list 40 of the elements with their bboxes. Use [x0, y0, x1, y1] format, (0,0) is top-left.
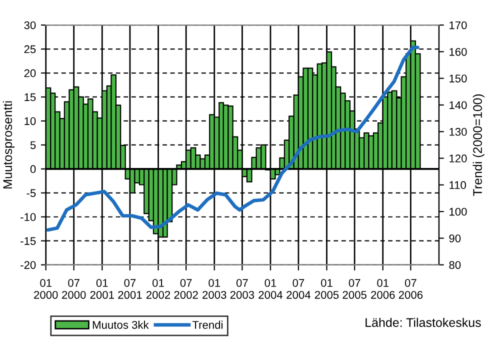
y-tick-label: 0: [30, 165, 36, 174]
y2-tick-label: 170: [450, 21, 467, 30]
y-axis-title: Muutosprosentti: [2, 101, 15, 188]
y-tick-label: 15: [24, 93, 36, 102]
x-tick-label: 07 2003: [230, 279, 254, 299]
x-tick-label: 07 2005: [342, 279, 366, 299]
y2-tick-label: 150: [450, 74, 467, 82]
x-tick-label: 07 2001: [118, 279, 142, 299]
y2-tick-label: 130: [450, 128, 467, 136]
text: Lähde: Tilastokeskus: [366, 318, 481, 327]
y-tick-label: -10: [20, 213, 36, 222]
y-tick-label: 5: [30, 141, 36, 150]
y2-tick-label: 90: [449, 234, 461, 242]
y-tick-label: -20: [20, 261, 36, 269]
y-tick-label: 25: [24, 45, 36, 54]
legend-label: Muutos 3kk: [92, 320, 149, 329]
y2-tick-label: 140: [450, 101, 467, 110]
legend-label: Trendi: [192, 320, 222, 329]
y-tick-label: 20: [24, 69, 36, 78]
y-tick-label: 10: [24, 117, 36, 126]
x-tick-label: 07 2002: [174, 279, 198, 299]
y2-tick-label: 110: [450, 181, 466, 190]
x-tick-label: 01 2000: [34, 279, 58, 299]
y2-axis-title: Trendi (2000=100): [472, 94, 484, 196]
x-tick-label: 01 2001: [90, 279, 114, 299]
y2-tick-label: 120: [450, 154, 467, 162]
y-tick-label: -15: [20, 237, 36, 245]
x-tick-label: 07 2006: [398, 279, 423, 299]
y2-tick-label: 100: [450, 208, 467, 216]
x-tick-label: 01 2004: [258, 279, 283, 299]
x-tick-label: 07 2000: [62, 279, 86, 299]
x-tick-label: 01 2003: [202, 279, 226, 299]
x-tick-label: 01 2006: [371, 279, 395, 299]
x-tick-label: 07 2004: [286, 279, 310, 299]
x-tick-label: 01 2002: [146, 279, 170, 299]
y-tick-label: 30: [24, 21, 36, 30]
y2-tick-label: 160: [450, 48, 467, 56]
x-tick-label: 01 2005: [314, 279, 339, 299]
y-tick-label: -5: [26, 189, 36, 198]
y2-tick-label: 80: [449, 261, 461, 269]
